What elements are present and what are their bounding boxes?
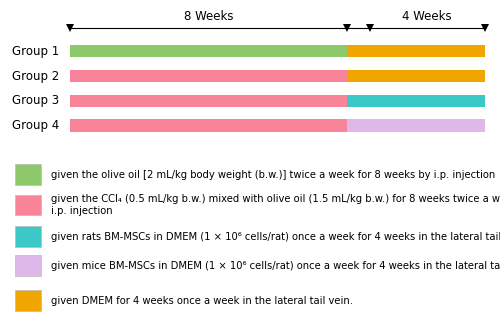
Bar xyxy=(70,45,346,57)
Text: 8 Weeks: 8 Weeks xyxy=(184,10,233,23)
Bar xyxy=(346,45,485,57)
Text: Group 1: Group 1 xyxy=(12,45,60,58)
Bar xyxy=(346,95,485,107)
Bar xyxy=(346,70,485,82)
Text: given the CCl₄ (0.5 mL/kg b.w.) mixed with olive oil (1.5 mL/kg b.w.) for 8 week: given the CCl₄ (0.5 mL/kg b.w.) mixed wi… xyxy=(51,194,500,216)
Bar xyxy=(15,164,41,185)
Text: given rats BM-MSCs in DMEM (1 × 10⁶ cells/rat) once a week for 4 weeks in the la: given rats BM-MSCs in DMEM (1 × 10⁶ cell… xyxy=(51,232,500,242)
Text: Group 3: Group 3 xyxy=(12,94,60,107)
Text: given the olive oil [2 mL/kg body weight (b.w.)] twice a week for 8 weeks by i.p: given the olive oil [2 mL/kg body weight… xyxy=(51,170,495,180)
Bar xyxy=(70,119,346,132)
Text: Group 4: Group 4 xyxy=(12,119,60,132)
Bar xyxy=(15,226,41,247)
Bar xyxy=(15,195,41,215)
Bar xyxy=(15,290,41,311)
Bar xyxy=(15,255,41,276)
Bar xyxy=(346,119,485,132)
Text: given DMEM for 4 weeks once a week in the lateral tail vein.: given DMEM for 4 weeks once a week in th… xyxy=(51,296,353,306)
Text: given mice BM-MSCs in DMEM (1 × 10⁶ cells/rat) once a week for 4 weeks in the la: given mice BM-MSCs in DMEM (1 × 10⁶ cell… xyxy=(51,261,500,271)
Text: 4 Weeks: 4 Weeks xyxy=(402,10,452,23)
Text: Group 2: Group 2 xyxy=(12,70,60,83)
Bar xyxy=(70,70,346,82)
Bar xyxy=(70,95,346,107)
